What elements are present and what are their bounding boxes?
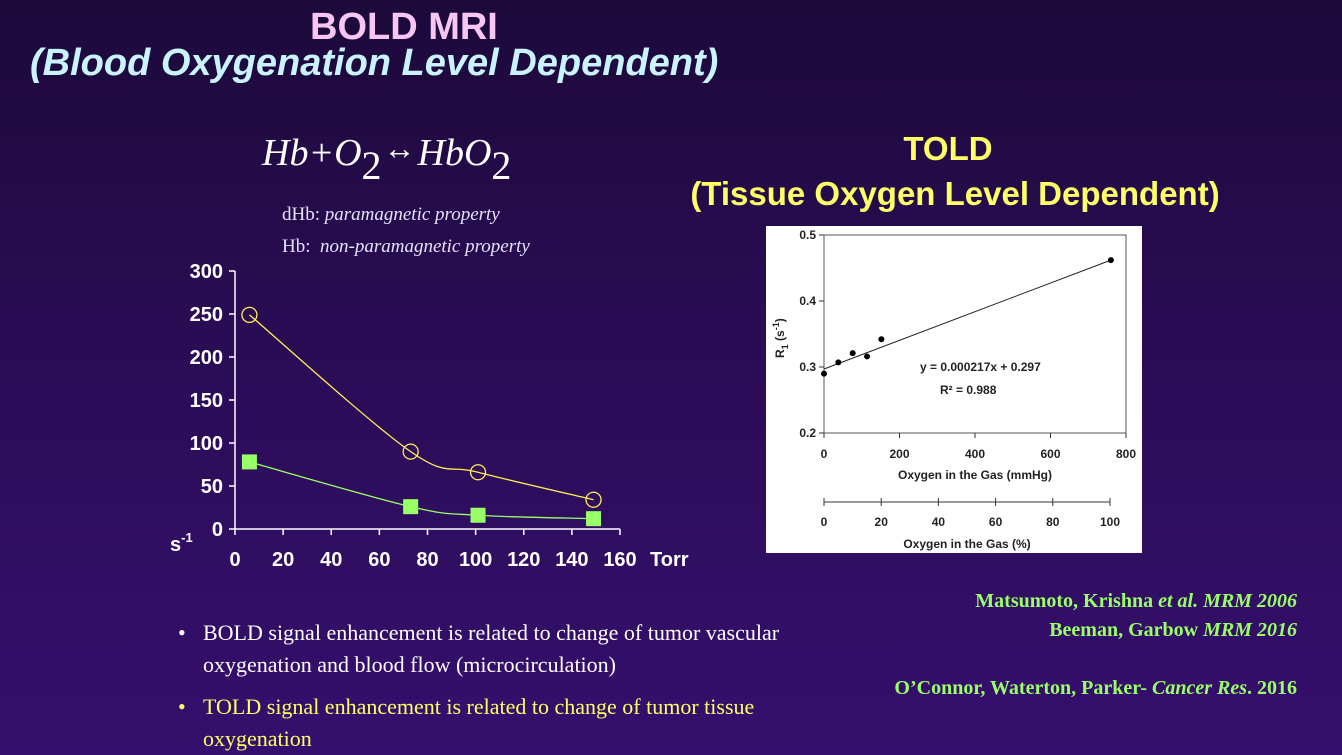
bold-chart: 0 50 100 150 200 250 300 0 20 40 60 80 100 120 140 160 T… bbox=[170, 261, 689, 571]
property-label: dHb: bbox=[282, 204, 320, 225]
y-axis-label-unit-sup: -1 bbox=[771, 322, 781, 330]
slide-subtitle: (Blood Oxygenation Level Dependent) bbox=[30, 42, 719, 84]
data-point-square bbox=[586, 511, 602, 527]
data-point-square bbox=[403, 499, 419, 515]
secondary-axis-label: Oxygen in the Gas (%) bbox=[903, 537, 1030, 551]
regression-line bbox=[823, 259, 1112, 370]
secondary-tick-label: 0 bbox=[821, 515, 828, 529]
y-axis-label-close: ) bbox=[773, 318, 787, 322]
x-tick-label: 60 bbox=[368, 549, 390, 571]
x-tick-label: 140 bbox=[555, 549, 588, 571]
slide-title: BOLD MRI bbox=[310, 6, 498, 48]
reference-journal: MRM 2006 bbox=[1198, 590, 1297, 612]
equation-arrow: ↔ bbox=[383, 130, 416, 166]
reference-year: . 2016 bbox=[1247, 677, 1297, 699]
property-dhb: dHb: paramagnetic property bbox=[282, 204, 500, 226]
x-axis-label: Oxygen in the Gas (mmHg) bbox=[898, 468, 1052, 482]
x-tick-label: 800 bbox=[1116, 447, 1136, 461]
property-text: non-paramagnetic property bbox=[320, 236, 530, 257]
x-tick-label: 40 bbox=[320, 549, 342, 571]
equation-right: HbO bbox=[417, 132, 492, 174]
y-tick-label: 0.3 bbox=[799, 360, 816, 374]
data-point-circle bbox=[402, 443, 419, 460]
y-tick-label: 150 bbox=[190, 390, 223, 412]
told-chart-panel: 0.2 0.3 0.4 0.5 0 200 400 600 800 Oxygen in the G… bbox=[766, 226, 1142, 553]
x-tick-label: 0 bbox=[229, 549, 240, 571]
r-squared-label: R² = 0.988 bbox=[940, 383, 997, 397]
property-label: Hb: bbox=[282, 236, 311, 257]
data-point bbox=[821, 370, 827, 377]
data-point bbox=[849, 350, 856, 357]
reference-2: Beeman, Garbow MRM 2016 bbox=[800, 619, 1297, 642]
bullet-dot-icon: • bbox=[178, 694, 186, 719]
bullet-text: BOLD signal enhancement is related to ch… bbox=[203, 620, 780, 677]
bullet-text: TOLD signal enhancement is related to ch… bbox=[203, 694, 755, 751]
data-point-circle bbox=[469, 464, 487, 481]
reference-authors: Beeman, Garbow bbox=[1049, 619, 1204, 641]
secondary-tick-label: 80 bbox=[1046, 515, 1060, 529]
y-unit-label: s-1 bbox=[170, 530, 193, 556]
secondary-tick-label: 40 bbox=[932, 515, 946, 529]
x-tick-label: 0 bbox=[821, 447, 828, 461]
equation-left: Hb+O bbox=[262, 132, 362, 174]
x-tick-label: 20 bbox=[272, 549, 294, 571]
y-tick-label: 0 bbox=[212, 519, 223, 541]
y-tick-label: 100 bbox=[190, 433, 223, 455]
data-point bbox=[878, 336, 885, 343]
reference-authors: Matsumoto, Krishna bbox=[975, 590, 1159, 612]
y-axis-label-sub: 1 bbox=[780, 344, 790, 349]
y-tick-label: 0.4 bbox=[799, 294, 816, 308]
equation-sub-left: 2 bbox=[361, 143, 382, 188]
plot-frame bbox=[823, 234, 1127, 434]
x-tick-label: 200 bbox=[889, 447, 909, 461]
y-unit-superscript: -1 bbox=[181, 530, 193, 545]
x-unit-label: Torr bbox=[650, 549, 689, 571]
reference-journal: Cancer Res bbox=[1152, 677, 1247, 699]
property-text: paramagnetic property bbox=[324, 204, 500, 225]
data-point-circle bbox=[585, 491, 602, 508]
reference-journal: MRM 2016 bbox=[1203, 619, 1297, 641]
y-tick-label: 50 bbox=[201, 476, 223, 498]
y-axis-label: R1 (s-1) bbox=[771, 318, 790, 358]
told-title: TOLD bbox=[903, 130, 993, 167]
secondary-tick-label: 100 bbox=[1100, 515, 1120, 529]
reference-3: O’Connor, Waterton, Parker- Cancer Res. … bbox=[700, 677, 1297, 700]
data-point bbox=[864, 353, 871, 360]
equation-sub-right: 2 bbox=[491, 143, 512, 188]
y-tick-label: 250 bbox=[190, 304, 223, 326]
data-point-circle bbox=[241, 306, 258, 324]
x-tick-label: 80 bbox=[416, 549, 438, 571]
y-tick-label: 0.2 bbox=[799, 426, 816, 440]
bullet-dot-icon: • bbox=[178, 620, 186, 645]
x-tick-label: 100 bbox=[459, 549, 492, 571]
series-line bbox=[249, 461, 594, 520]
data-point-square bbox=[241, 454, 257, 470]
y-tick-label: 200 bbox=[190, 347, 223, 369]
series-line bbox=[249, 314, 594, 501]
data-point bbox=[835, 359, 842, 366]
data-point-square bbox=[470, 507, 486, 523]
x-tick-label: 120 bbox=[507, 549, 540, 571]
x-tick-label: 160 bbox=[603, 549, 636, 571]
secondary-tick-label: 20 bbox=[875, 515, 889, 529]
reference-1: Matsumoto, Krishna et al. MRM 2006 bbox=[800, 590, 1297, 613]
data-point bbox=[1107, 257, 1114, 264]
reference-authors: O’Connor, Waterton, Parker- bbox=[894, 677, 1152, 699]
told-subtitle: (Tissue Oxygen Level Dependent) bbox=[690, 175, 1220, 212]
x-tick-label: 600 bbox=[1040, 447, 1060, 461]
bullet-bold: • BOLD signal enhancement is related to … bbox=[178, 617, 813, 681]
y-tick-label: 0.5 bbox=[799, 228, 816, 242]
regression-equation: y = 0.000217x + 0.297 bbox=[920, 360, 1041, 374]
secondary-tick-label: 60 bbox=[989, 515, 1003, 529]
oxygen-binding-equation: Hb+O2↔HbO2 bbox=[262, 128, 511, 188]
reference-etal: et al. bbox=[1158, 590, 1199, 612]
property-hb: Hb: non-paramagnetic property bbox=[282, 236, 530, 258]
y-axis-label-unit: (s bbox=[773, 330, 787, 344]
bullet-told: • TOLD signal enhancement is related to … bbox=[178, 691, 813, 755]
x-tick-label: 400 bbox=[965, 447, 985, 461]
y-tick-label: 300 bbox=[190, 261, 223, 283]
